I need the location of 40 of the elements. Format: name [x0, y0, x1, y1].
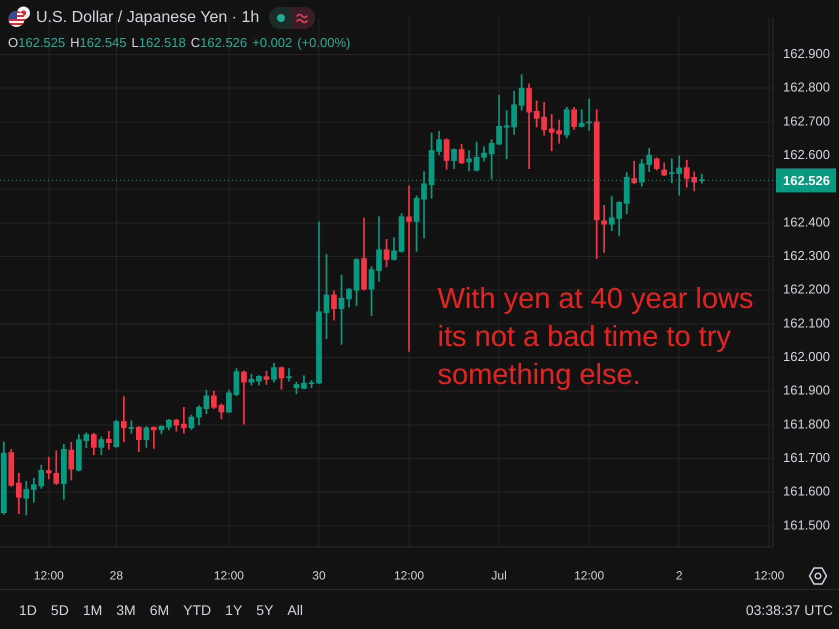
text: All: [286, 602, 304, 618]
y-tick-label: 161.600: [783, 484, 830, 499]
y-tick-label: 162.000: [783, 349, 830, 364]
ref-line-label: 162.526: [783, 172, 830, 188]
text: 5Y: [255, 602, 274, 618]
x-tick-label: 30: [312, 568, 326, 583]
candlestick: [264, 370, 270, 385]
x-tick-label: Jul: [491, 568, 507, 583]
text: 5D: [50, 602, 70, 618]
x-tick-label: 28: [110, 568, 124, 583]
text: O162.525 H162.545 L162.518 C162.526 +0.002 (+0.00%): [8, 35, 350, 50]
text: YTD: [182, 602, 212, 618]
y-tick-label: 161.500: [783, 517, 830, 532]
chart-title: U.S. Dollar / Japanese Yen · 1h: [36, 9, 260, 27]
y-tick-label: 162.300: [783, 248, 830, 264]
y-tick-label: 162.400: [783, 214, 830, 230]
text: 1D: [18, 602, 38, 618]
x-tick-label: 12:00: [574, 568, 604, 583]
text: 1M: [82, 602, 104, 618]
candlestick: [406, 185, 412, 352]
x-tick-label: 12:00: [394, 568, 424, 583]
text: 6M: [148, 602, 170, 618]
y-tick-label: 161.700: [783, 450, 830, 466]
text: 1Y: [224, 602, 244, 618]
y-tick-label: 162.900: [783, 46, 830, 62]
y-tick-label: 162.800: [783, 80, 830, 95]
y-tick-label: 161.800: [783, 416, 830, 432]
y-tick-label: 162.200: [783, 282, 830, 297]
text: 3M: [115, 602, 137, 618]
x-tick-label: 12:00: [34, 568, 64, 583]
y-tick-label: 162.600: [783, 147, 830, 162]
y-tick-label: 162.100: [783, 315, 830, 330]
candlestick: [286, 368, 292, 382]
x-tick-label: 12:00: [214, 568, 244, 583]
x-tick-label: 2: [676, 568, 683, 583]
annotation: With yen at 40 year lows its not a bad time to try something else.: [438, 282, 754, 391]
text: 03:38:37 UTC: [746, 602, 833, 618]
y-tick-label: 162.700: [783, 113, 830, 128]
y-tick-label: 161.900: [783, 382, 830, 398]
x-tick-label: 12:00: [754, 568, 785, 583]
